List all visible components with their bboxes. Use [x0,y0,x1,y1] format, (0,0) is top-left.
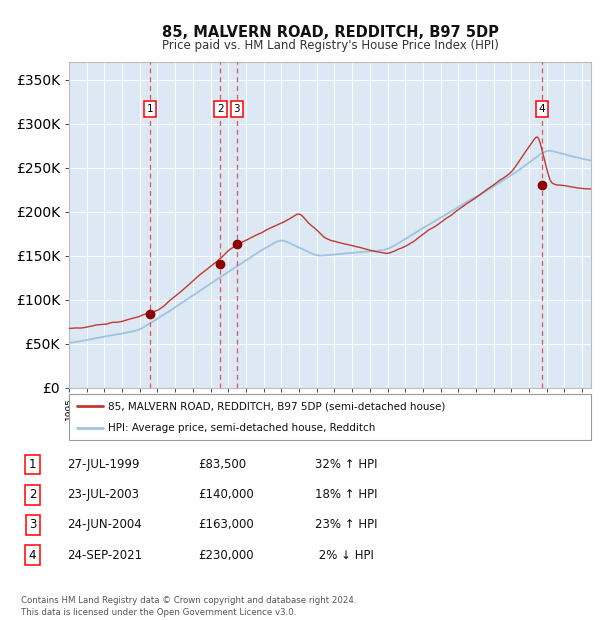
Text: 2: 2 [217,104,224,114]
Text: £140,000: £140,000 [199,489,254,501]
Text: Contains HM Land Registry data © Crown copyright and database right 2024.
This d: Contains HM Land Registry data © Crown c… [21,596,356,617]
Text: HPI: Average price, semi-detached house, Redditch: HPI: Average price, semi-detached house,… [108,423,376,433]
FancyBboxPatch shape [69,394,591,440]
Text: 2% ↓ HPI: 2% ↓ HPI [315,549,374,562]
Text: £230,000: £230,000 [199,549,254,562]
Text: Price paid vs. HM Land Registry's House Price Index (HPI): Price paid vs. HM Land Registry's House … [161,39,499,52]
Text: 27-JUL-1999: 27-JUL-1999 [67,458,140,471]
Text: 1: 1 [146,104,153,114]
Text: £163,000: £163,000 [199,518,254,531]
Text: 23% ↑ HPI: 23% ↑ HPI [315,518,377,531]
Text: 3: 3 [233,104,240,114]
Text: 1: 1 [29,458,36,471]
Text: 18% ↑ HPI: 18% ↑ HPI [315,489,377,501]
Text: 4: 4 [539,104,545,114]
Text: 24-SEP-2021: 24-SEP-2021 [67,549,143,562]
Text: 2: 2 [29,489,36,501]
Text: 4: 4 [29,549,36,562]
Text: 23-JUL-2003: 23-JUL-2003 [67,489,139,501]
Text: 85, MALVERN ROAD, REDDITCH, B97 5DP (semi-detached house): 85, MALVERN ROAD, REDDITCH, B97 5DP (sem… [108,401,446,411]
Text: 3: 3 [29,518,36,531]
Text: 32% ↑ HPI: 32% ↑ HPI [315,458,377,471]
Text: 85, MALVERN ROAD, REDDITCH, B97 5DP: 85, MALVERN ROAD, REDDITCH, B97 5DP [161,25,499,40]
Text: £83,500: £83,500 [199,458,247,471]
Text: 24-JUN-2004: 24-JUN-2004 [67,518,142,531]
